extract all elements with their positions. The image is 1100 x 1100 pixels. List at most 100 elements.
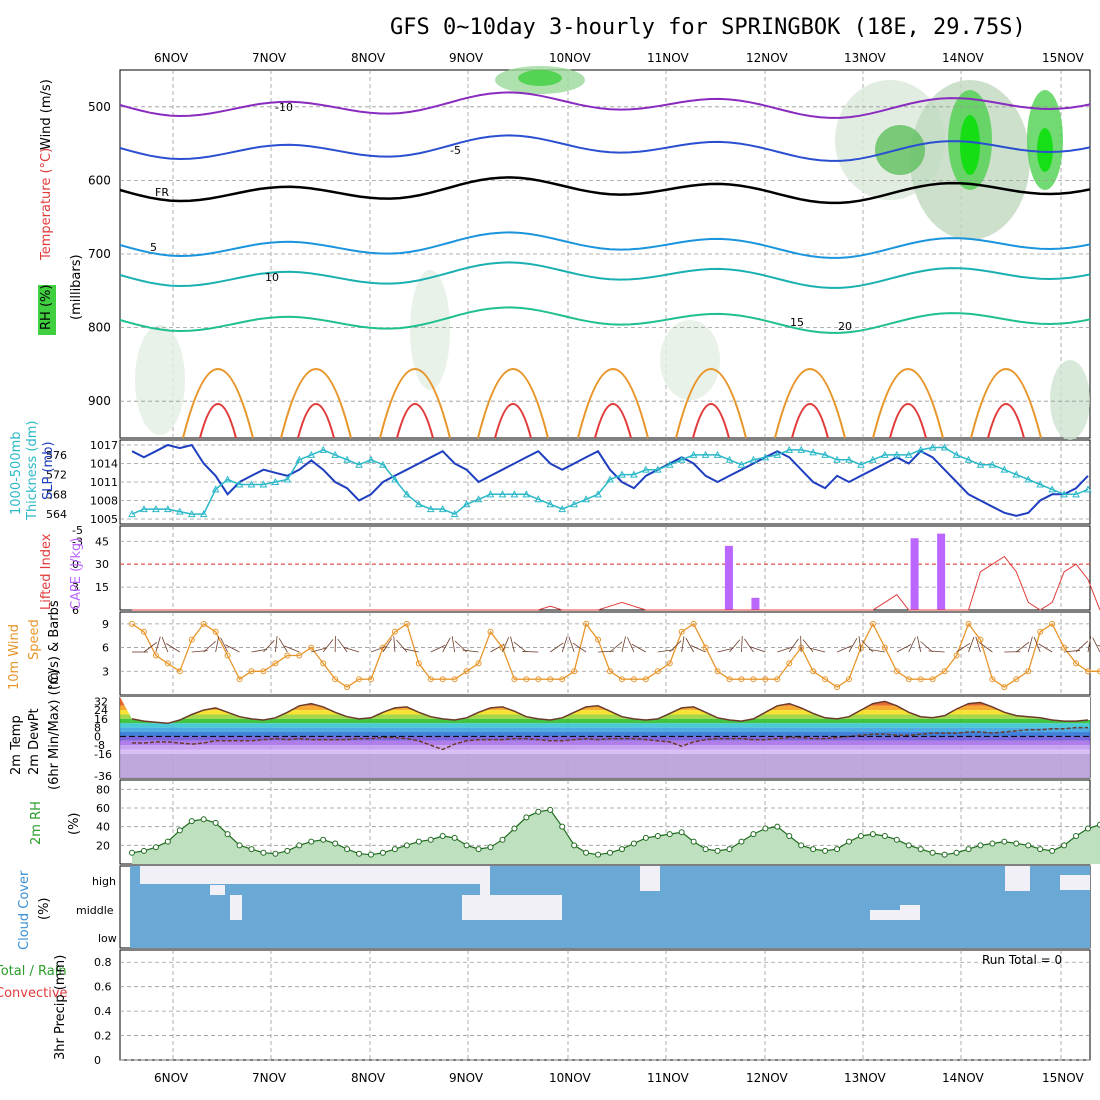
panel-wind <box>119 611 1091 696</box>
rh-marker <box>953 849 960 856</box>
temperature-contour <box>119 134 1091 162</box>
wind-marker <box>989 676 996 683</box>
wind-marker <box>475 660 482 667</box>
thickness-marker <box>355 460 363 468</box>
rh-marker <box>475 846 482 853</box>
thickness-marker <box>199 510 208 518</box>
wind-marker <box>140 628 147 635</box>
rh-marker <box>1025 842 1032 849</box>
wind-barb <box>729 639 741 653</box>
cloud-gap <box>1005 866 1030 891</box>
cape-bar <box>751 597 760 610</box>
rh-tick: 20 <box>96 839 110 852</box>
wind-marker <box>618 676 625 683</box>
temp-band <box>120 732 1090 737</box>
rh-marker <box>702 846 709 853</box>
wind-marker <box>260 668 267 675</box>
wind-marker <box>487 628 494 635</box>
thickness-marker <box>558 505 567 513</box>
temp-band <box>120 745 1090 750</box>
label-2m-rh: 2m RH <box>29 801 44 845</box>
cloud-gap <box>140 866 490 884</box>
label-slp: SLP (mb) <box>41 441 56 500</box>
wind-marker <box>427 676 434 683</box>
rh-tick: 40 <box>96 821 110 834</box>
rh-marker <box>535 808 542 815</box>
rh-marker <box>129 849 135 856</box>
li-tick: -3 <box>72 535 83 548</box>
wind-barb <box>161 636 169 653</box>
precip-tick: 0.2 <box>94 1030 112 1043</box>
rh-marker <box>666 831 673 838</box>
label-wind: Wind (m/s) <box>39 79 54 150</box>
rh-marker <box>356 850 363 857</box>
temperature-contour <box>119 261 1091 289</box>
wind-marker <box>1013 676 1020 683</box>
wind-marker <box>236 676 243 683</box>
warm-dome-inner <box>594 403 632 439</box>
thickness-marker <box>1012 470 1021 478</box>
wind-marker <box>188 636 195 643</box>
wind-marker <box>941 668 948 675</box>
rh-shading <box>960 115 980 175</box>
thickness-marker <box>223 475 232 483</box>
thickness-marker <box>940 443 949 451</box>
panel-precip <box>119 949 1091 1061</box>
rh-marker <box>941 851 948 858</box>
temperature-contour <box>119 231 1091 259</box>
wind-barb <box>284 645 300 653</box>
temp-tick: -36 <box>94 770 112 783</box>
rh-marker <box>571 842 578 849</box>
date-tick-bottom: 13NOV <box>844 1071 886 1085</box>
rh-area <box>132 809 1100 864</box>
precip-tick: 0.6 <box>94 981 112 994</box>
precip-tick: 0.4 <box>94 1005 112 1018</box>
thickness-marker <box>510 490 519 498</box>
thickness-marker <box>1048 485 1056 493</box>
thickness-marker <box>522 490 531 498</box>
label-lifted-index: Lifted Index <box>39 533 54 610</box>
thickness-tick: 568 <box>46 488 67 501</box>
wind-barb <box>920 641 933 653</box>
wind-marker <box>284 652 291 659</box>
rh-line <box>131 809 1100 856</box>
wind-marker <box>272 660 279 667</box>
contour-label: 20 <box>838 320 852 333</box>
contour-label: 10 <box>265 271 279 284</box>
wind-marker <box>642 676 649 683</box>
date-tick-bottom: 15NOV <box>1042 1071 1084 1085</box>
thickness-marker <box>391 475 399 483</box>
wind-tick: 9 <box>102 618 109 631</box>
wind-barb <box>275 636 278 653</box>
wind-marker <box>308 644 315 651</box>
label-rh-unit: (%) <box>67 813 82 836</box>
label-convective: Convective <box>0 986 68 1001</box>
wind-marker <box>1001 684 1008 691</box>
thickness-marker <box>331 450 339 458</box>
temperature-contour <box>119 306 1091 334</box>
date-tick-top: 10NOV <box>549 51 591 65</box>
temperature-contour <box>119 91 1091 119</box>
temp-band <box>120 727 1090 733</box>
wind-marker <box>690 620 697 627</box>
thickness-marker <box>725 455 734 463</box>
wind-marker <box>439 676 446 683</box>
wind-barb <box>858 636 862 653</box>
wind-barb <box>621 636 626 653</box>
wind-marker <box>391 628 398 635</box>
lifted-index-line <box>132 555 1100 611</box>
left-labels: Wind (m/s)Temperature (°C) (millibars) RH … <box>0 79 84 1060</box>
wind-marker <box>356 676 363 683</box>
rh-marker <box>607 849 613 856</box>
thickness-marker <box>152 505 160 513</box>
temp-band <box>120 749 1090 754</box>
thickness-marker <box>379 460 387 468</box>
rh-marker <box>499 836 506 843</box>
thickness-marker <box>892 450 901 458</box>
wind-marker <box>368 676 374 683</box>
date-axis-bottom: 6NOV 7NOV 8NOV 9NOV 10NOV 11NOV 12NOV 13NOV 14NO… <box>154 1071 1084 1085</box>
wind-marker <box>164 660 171 667</box>
date-tick-bottom: 8NOV <box>351 1071 386 1085</box>
thickness-marker <box>1024 475 1033 483</box>
rh-marker <box>296 842 303 849</box>
